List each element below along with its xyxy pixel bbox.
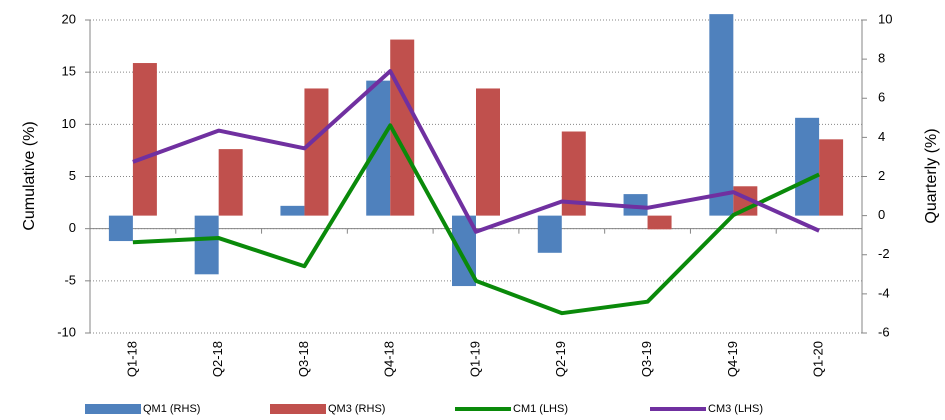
y2-tick-label: 8 (878, 51, 885, 66)
x-tick-label: Q4-19 (725, 341, 740, 377)
bar (795, 117, 820, 216)
bar (537, 215, 562, 253)
line (132, 123, 820, 316)
bar (647, 215, 672, 230)
x-tick-label: Q2-18 (210, 341, 225, 377)
bar (194, 215, 219, 275)
bar (476, 88, 500, 216)
legend-swatch (85, 404, 141, 414)
bar (108, 215, 133, 242)
y-tick-label: -5 (64, 272, 76, 287)
bar (819, 139, 844, 216)
y2-tick-label: -4 (878, 285, 890, 300)
bar (218, 149, 243, 216)
y2-tick-label: -6 (878, 324, 890, 339)
y2-tick-label: 2 (878, 168, 885, 183)
x-tick-label: Q1-18 (124, 341, 139, 377)
y-tick-label: 15 (62, 64, 76, 79)
bar (280, 205, 305, 216)
x-tick-label: Q1-19 (467, 341, 482, 377)
y-tick-label: 0 (69, 220, 76, 235)
y-axis-title: Cumulative (%) (21, 121, 38, 230)
legend-label: QM1 (RHS) (143, 403, 200, 415)
y2-tick-label: 0 (878, 207, 885, 222)
y2-tick-label: 4 (878, 129, 885, 144)
y2-tick-label: 6 (878, 90, 885, 105)
y2-tick-label: -2 (878, 246, 890, 261)
y2-tick-label: 10 (878, 11, 892, 26)
y-tick-label: 5 (69, 168, 76, 183)
line (132, 69, 820, 234)
y-tick-label: -10 (57, 324, 76, 339)
y-tick-label: 20 (62, 11, 76, 26)
x-tick-label: Q2-19 (553, 341, 568, 377)
y-tick-label: 10 (62, 116, 76, 131)
bar (623, 194, 648, 216)
legend-swatch (270, 404, 326, 414)
legend-label: CM1 (LHS) (513, 403, 568, 415)
bar (709, 14, 734, 216)
legend-label: CM3 (LHS) (708, 403, 763, 415)
y2-axis-title: Quarterly (%) (923, 128, 940, 223)
bar (304, 88, 329, 216)
legend-label: QM3 (RHS) (328, 403, 385, 415)
x-tick-label: Q3-18 (296, 341, 311, 377)
bar (132, 63, 157, 216)
x-tick-label: Q1-20 (811, 341, 826, 377)
x-tick-label: Q4-18 (382, 341, 397, 377)
x-tick-label: Q3-19 (639, 341, 654, 377)
bar (390, 39, 415, 216)
